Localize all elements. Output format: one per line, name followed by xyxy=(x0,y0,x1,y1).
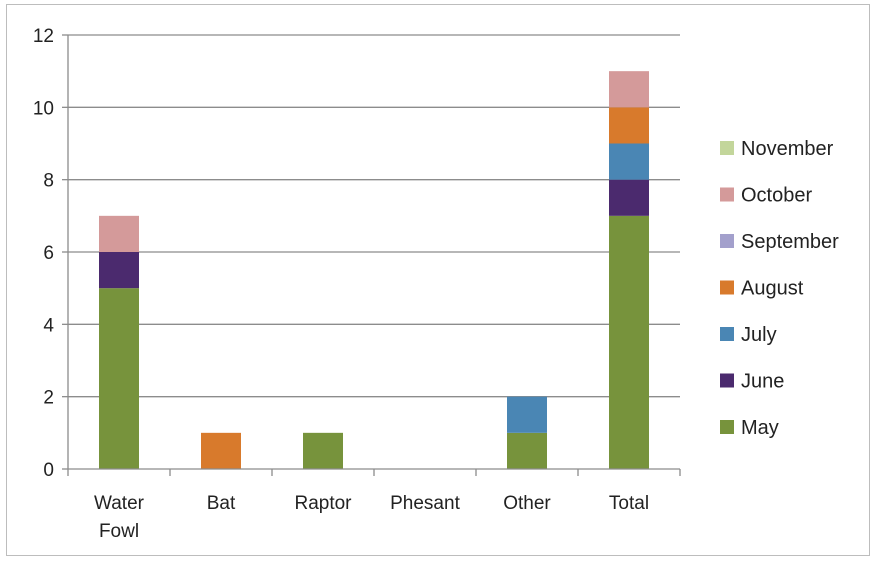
legend-label: August xyxy=(741,278,804,300)
chart-frame xyxy=(6,4,870,556)
y-tick-label: 2 xyxy=(43,388,54,409)
bar-segment xyxy=(507,396,547,433)
y-tick-labels: 0 2 4 6 8 10 12 xyxy=(33,26,55,481)
y-tick-label: 8 xyxy=(43,171,54,192)
bar-segment xyxy=(507,432,547,469)
bar-segment xyxy=(609,143,649,180)
bar-segment xyxy=(99,288,139,469)
bar-segment xyxy=(609,71,649,108)
axes xyxy=(67,35,681,476)
bars xyxy=(99,71,649,469)
legend-swatch xyxy=(720,187,734,202)
x-tick-label: Total xyxy=(609,493,649,514)
legend-swatch xyxy=(720,420,734,434)
bar-segment xyxy=(201,432,241,469)
x-tick-label: Water xyxy=(94,493,145,514)
bar-segment xyxy=(609,179,649,216)
legend-label: September xyxy=(741,231,839,253)
legend-swatch xyxy=(720,234,734,248)
x-tick-label: Phesant xyxy=(390,493,460,514)
x-tick-label: Raptor xyxy=(294,493,352,514)
bar-segment xyxy=(303,432,343,469)
legend-swatch xyxy=(720,373,734,388)
y-tick-label: 4 xyxy=(43,315,54,336)
x-tick-label: Bat xyxy=(207,493,236,514)
legend-swatch xyxy=(720,141,734,155)
legend-swatch xyxy=(720,280,734,295)
legend-label: July xyxy=(741,324,777,346)
gridlines xyxy=(62,34,680,470)
bar-segment xyxy=(609,107,649,144)
bar-segment xyxy=(99,252,139,289)
y-tick-label: 10 xyxy=(33,98,54,119)
y-tick-label: 0 xyxy=(43,460,54,481)
y-tick-label: 12 xyxy=(33,26,54,47)
legend: November October September August July June Ma… xyxy=(720,138,839,439)
x-tick-labels: Water Fowl Bat Raptor Phesant Other Total xyxy=(94,493,649,542)
y-tick-label: 6 xyxy=(43,243,54,264)
bar-segment xyxy=(99,215,139,252)
x-tick-label: Fowl xyxy=(99,521,139,542)
legend-label: May xyxy=(741,417,779,439)
legend-label: October xyxy=(741,185,812,207)
legend-label: November xyxy=(741,138,834,160)
bar-segment xyxy=(609,215,649,469)
legend-label: June xyxy=(741,371,784,393)
legend-swatch xyxy=(720,327,734,341)
x-tick-label: Other xyxy=(503,493,551,514)
